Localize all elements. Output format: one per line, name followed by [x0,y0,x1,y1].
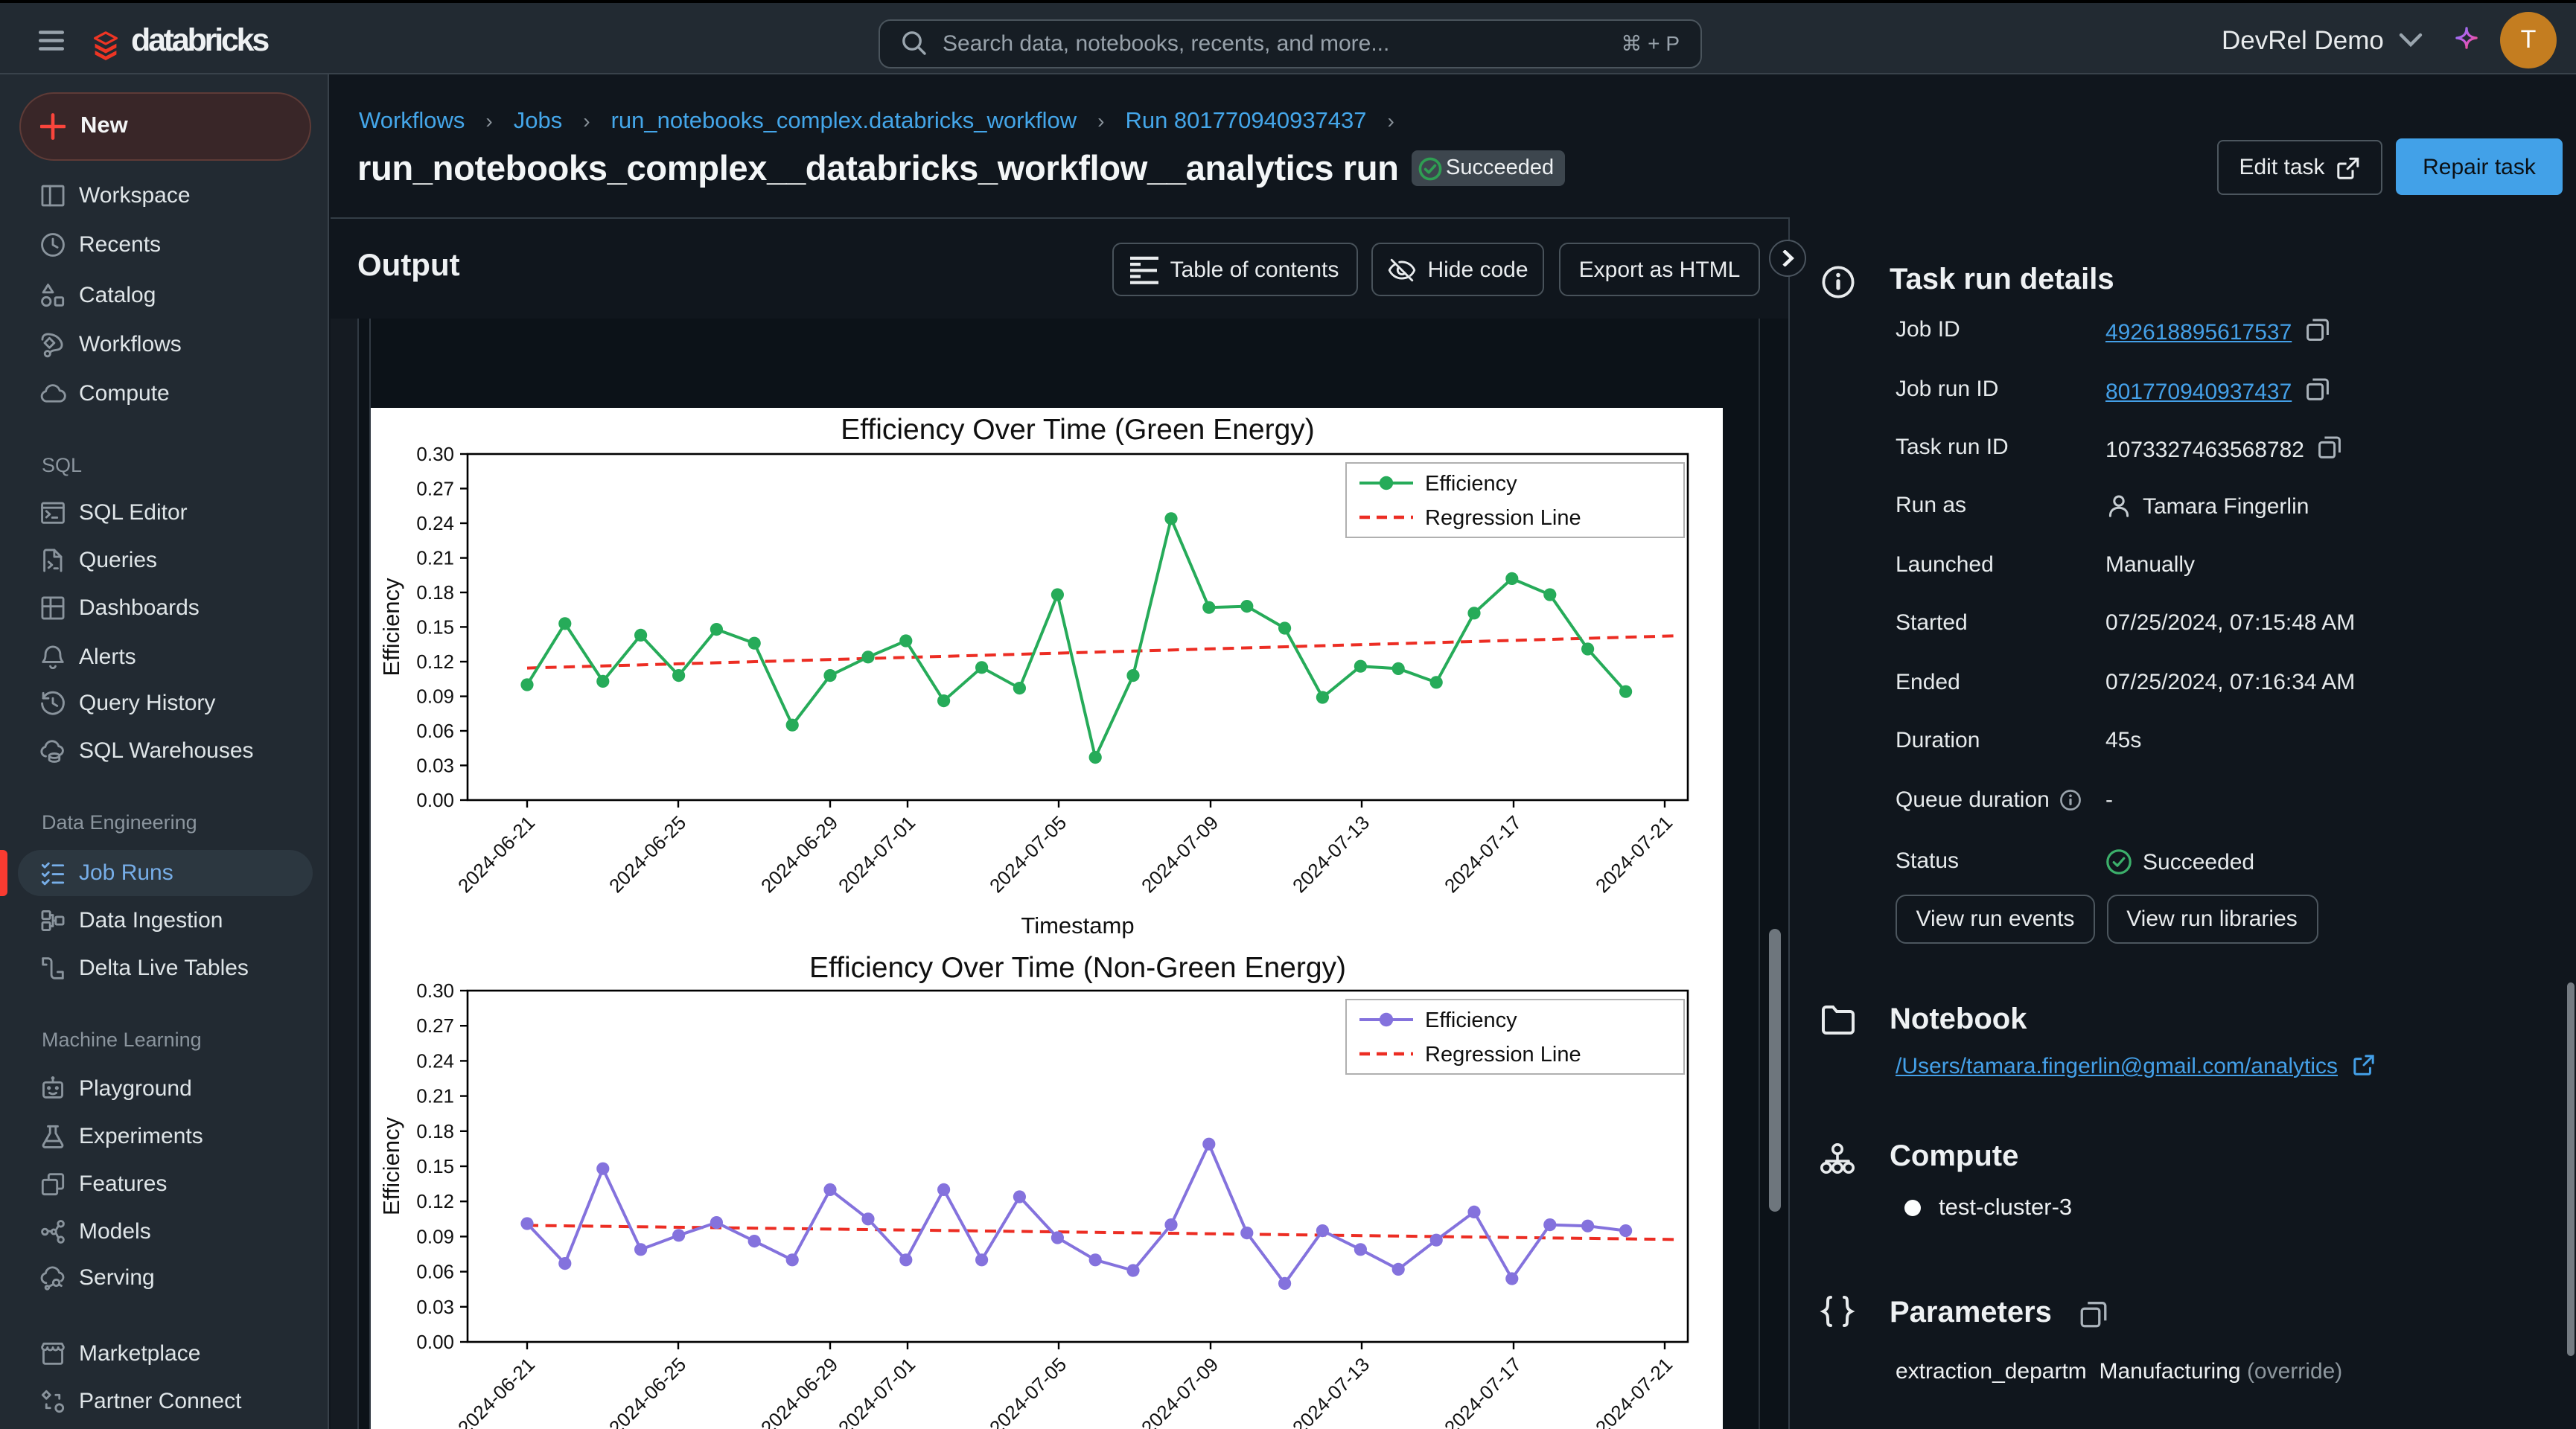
svg-text:2024-06-29: 2024-06-29 [756,1353,842,1429]
svg-text:0.00: 0.00 [416,1331,454,1353]
svg-text:0.30: 0.30 [416,443,454,465]
svg-text:2024-07-13: 2024-07-13 [1288,811,1374,897]
svg-text:0.24: 0.24 [416,512,454,534]
svg-text:2024-07-17: 2024-07-17 [1440,1353,1525,1429]
svg-text:2024-06-29: 2024-06-29 [756,811,842,897]
svg-text:2024-07-17: 2024-07-17 [1440,811,1525,897]
svg-text:0.27: 0.27 [416,477,454,499]
svg-text:2024-07-09: 2024-07-09 [1137,1353,1222,1429]
svg-text:0.18: 0.18 [416,581,454,604]
svg-text:2024-06-21: 2024-06-21 [453,1353,539,1429]
svg-text:2024-06-25: 2024-06-25 [605,1353,690,1429]
svg-text:0.15: 0.15 [416,1155,454,1177]
svg-text:Efficiency Over Time (Non-Gree: Efficiency Over Time (Non-Green Energy) [809,952,1346,984]
svg-text:2024-07-13: 2024-07-13 [1288,1353,1374,1429]
svg-text:0.12: 0.12 [416,650,454,673]
svg-text:0.21: 0.21 [416,1085,454,1107]
svg-text:0.27: 0.27 [416,1014,454,1037]
svg-text:0.00: 0.00 [416,789,454,811]
svg-text:0.09: 0.09 [416,685,454,708]
svg-text:Regression Line: Regression Line [1425,506,1581,530]
svg-text:Regression Line: Regression Line [1425,1043,1581,1067]
svg-text:0.09: 0.09 [416,1225,454,1247]
svg-text:2024-06-25: 2024-06-25 [605,811,690,897]
svg-text:0.06: 0.06 [416,1261,454,1283]
svg-text:2024-07-01: 2024-07-01 [834,811,919,897]
svg-text:0.15: 0.15 [416,616,454,638]
svg-text:0.03: 0.03 [416,1296,454,1318]
svg-text:2024-07-21: 2024-07-21 [1591,1353,1677,1429]
svg-text:2024-07-05: 2024-07-05 [985,811,1071,897]
svg-text:Efficiency: Efficiency [378,1116,404,1215]
svg-text:2024-07-05: 2024-07-05 [985,1353,1071,1429]
svg-text:2024-07-21: 2024-07-21 [1591,811,1677,897]
svg-text:Efficiency: Efficiency [1425,472,1517,496]
svg-text:Efficiency: Efficiency [1425,1008,1517,1032]
svg-text:2024-07-01: 2024-07-01 [834,1353,919,1429]
svg-text:0.12: 0.12 [416,1190,454,1212]
svg-text:2024-06-21: 2024-06-21 [453,811,539,897]
svg-text:Timestamp: Timestamp [1021,912,1134,939]
svg-text:0.24: 0.24 [416,1049,454,1072]
svg-text:0.30: 0.30 [416,979,454,1002]
svg-text:Efficiency: Efficiency [378,578,404,677]
svg-text:0.06: 0.06 [416,720,454,742]
svg-text:0.21: 0.21 [416,547,454,569]
svg-text:0.03: 0.03 [416,754,454,776]
svg-text:2024-07-09: 2024-07-09 [1137,811,1222,897]
svg-text:0.18: 0.18 [416,1120,454,1142]
svg-text:Efficiency Over Time (Green En: Efficiency Over Time (Green Energy) [841,414,1315,446]
